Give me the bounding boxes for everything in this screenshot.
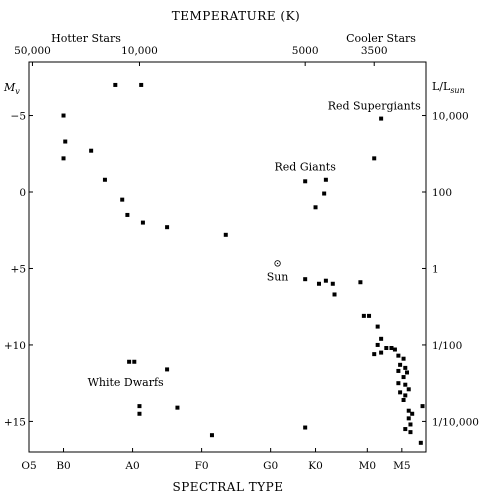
star-point — [372, 156, 377, 161]
star-point — [396, 381, 401, 386]
star-point — [61, 156, 66, 161]
star-point — [403, 427, 408, 432]
star-point — [408, 430, 413, 435]
star-point — [379, 116, 384, 121]
star-point — [223, 232, 228, 237]
magnitude-tick-label: +15 — [4, 416, 26, 428]
star-point — [379, 350, 384, 355]
absolute-magnitude-label: Mv — [3, 81, 20, 96]
star-point — [375, 342, 380, 347]
star-point — [418, 440, 423, 445]
star-point — [392, 347, 397, 352]
star-point — [139, 82, 144, 87]
luminosity-tick-label: 1 — [432, 263, 439, 275]
temperature-tick-label: 10,000 — [121, 45, 158, 57]
star-point — [358, 280, 363, 285]
star-point — [137, 411, 142, 416]
spectral-tick-label: B0 — [56, 460, 70, 472]
hotter-stars-label: Hotter Stars — [51, 32, 121, 45]
star-point — [63, 139, 68, 144]
star-point — [375, 324, 380, 329]
magnitude-tick-label: +10 — [4, 340, 26, 352]
spectral-type-title: SPECTRAL TYPE — [173, 480, 284, 494]
star-point — [367, 313, 372, 318]
magnitude-tick-label: −5 — [11, 111, 26, 123]
star-point — [332, 292, 337, 297]
spectral-tick-label: G0 — [263, 460, 278, 472]
star-point — [406, 416, 411, 421]
star-point — [127, 359, 132, 364]
star-point — [323, 177, 328, 182]
star-point — [303, 277, 308, 282]
star-point — [389, 346, 394, 350]
temperature-tick-label: 5000 — [292, 45, 319, 57]
star-point — [396, 368, 401, 373]
spectral-tick-label: A0 — [124, 460, 139, 472]
luminosity-tick-label: 1/10,000 — [432, 416, 479, 428]
star-point — [323, 278, 328, 283]
star-point — [401, 398, 406, 402]
star-point — [165, 225, 170, 230]
star-point — [125, 212, 130, 217]
star-point — [303, 425, 308, 430]
region-annotation: Red Giants — [275, 161, 337, 174]
star-point — [401, 356, 406, 361]
star-point — [406, 387, 411, 392]
star-point — [313, 205, 318, 210]
star-point — [361, 313, 366, 318]
star-point — [406, 408, 411, 413]
luminosity-tick-label: 10,000 — [432, 111, 469, 123]
star-point — [113, 82, 118, 87]
star-point — [410, 411, 415, 416]
temperature-tick-label: 3500 — [361, 45, 388, 57]
star-point — [316, 281, 321, 286]
star-point — [140, 220, 145, 225]
luminosity-tick-label: 100 — [432, 187, 452, 199]
sun-marker: ⊙ — [273, 258, 281, 269]
spectral-tick-label: M5 — [393, 460, 410, 472]
star-point — [372, 352, 377, 357]
star-point — [137, 404, 142, 409]
star-point — [132, 359, 137, 364]
region-annotation: Red Supergiants — [328, 99, 421, 112]
spectral-tick-label: O5 — [21, 460, 36, 472]
spectral-tick-label: F0 — [195, 460, 209, 472]
star-point — [89, 148, 94, 153]
star-point — [401, 375, 406, 380]
star-point — [403, 393, 408, 398]
star-point — [396, 353, 401, 358]
magnitude-tick-label: 0 — [19, 187, 26, 199]
temperature-title: TEMPERATURE (K) — [172, 9, 300, 23]
star-point — [384, 346, 389, 350]
star-point — [405, 370, 410, 375]
region-annotation: White Dwarfs — [88, 376, 164, 389]
star-point — [61, 113, 66, 118]
star-point — [420, 404, 425, 409]
spectral-tick-label: M0 — [359, 460, 376, 472]
star-point — [403, 382, 408, 387]
magnitude-tick-label: +5 — [11, 263, 26, 275]
star-point — [403, 365, 408, 370]
star-point — [379, 336, 384, 341]
temperature-tick-label: 50,000 — [14, 45, 51, 57]
spectral-tick-label: K0 — [308, 460, 323, 472]
star-point — [175, 405, 180, 410]
star-point — [398, 390, 403, 395]
region-annotation: Sun — [267, 271, 289, 284]
star-point — [102, 177, 107, 182]
luminosity-label: L/Lsun — [432, 80, 465, 95]
star-point — [330, 281, 335, 286]
star-point — [120, 197, 125, 202]
star-point — [303, 179, 308, 184]
star-point — [209, 433, 214, 438]
plot-frame — [28, 61, 427, 453]
star-point — [322, 191, 327, 196]
star-point — [408, 422, 413, 427]
star-point — [165, 367, 170, 372]
luminosity-tick-label: 1/100 — [432, 340, 462, 352]
cooler-stars-label: Cooler Stars — [346, 32, 416, 45]
star-point — [398, 362, 403, 367]
